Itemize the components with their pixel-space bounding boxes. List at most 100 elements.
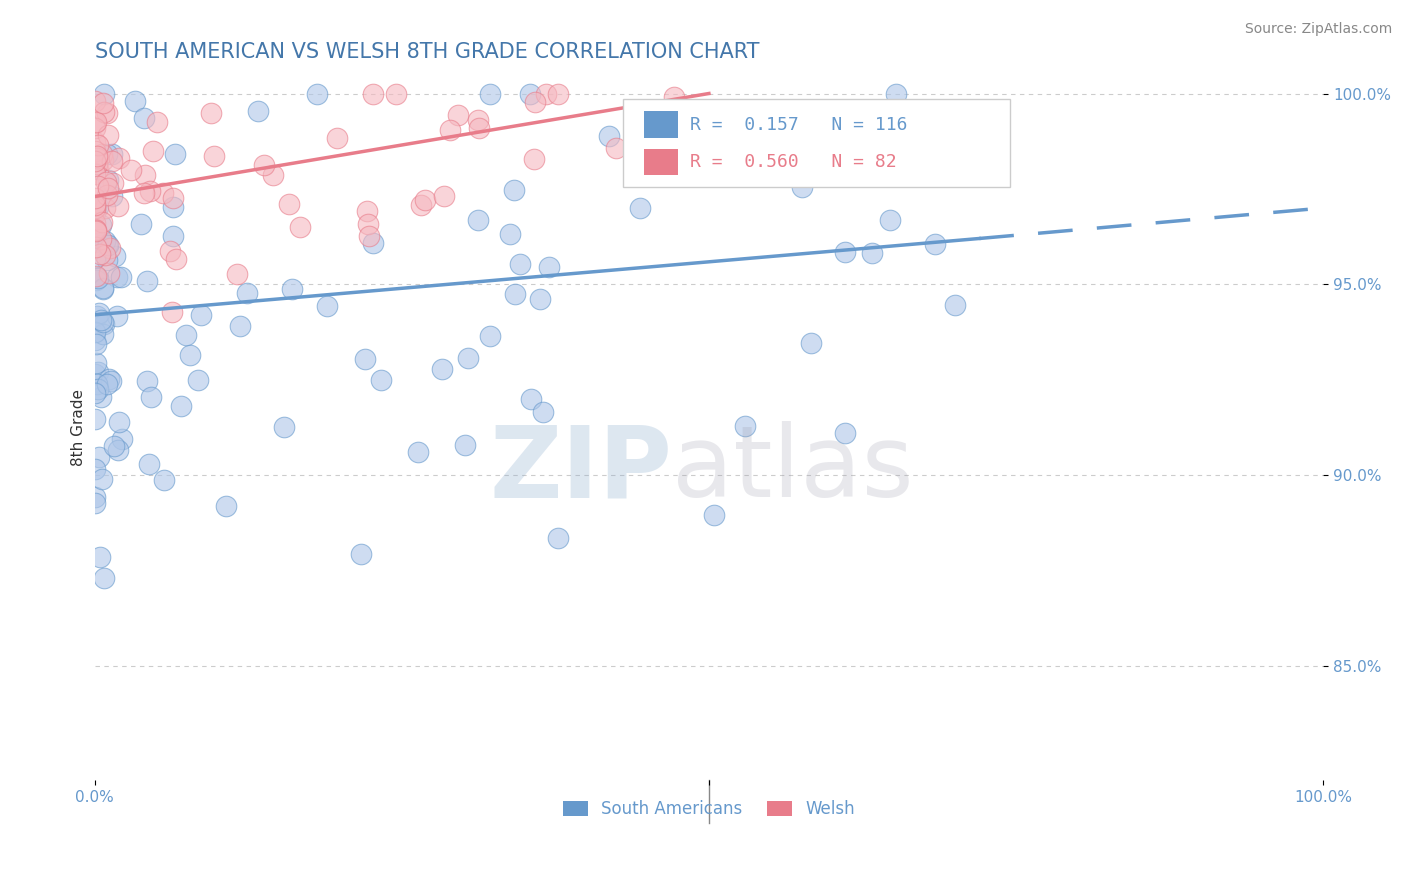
Point xyxy=(83,204,105,219)
Point xyxy=(467,113,489,128)
Point xyxy=(83,201,105,215)
Point xyxy=(84,337,107,351)
Point xyxy=(83,144,105,158)
Point xyxy=(153,473,176,487)
Point xyxy=(83,116,105,130)
Point xyxy=(83,222,105,236)
Point xyxy=(357,228,380,243)
Point xyxy=(91,315,114,329)
Point xyxy=(536,87,558,102)
Point xyxy=(430,362,453,376)
Point xyxy=(87,383,110,397)
Point xyxy=(101,146,124,161)
Point xyxy=(94,201,117,215)
Point xyxy=(350,547,373,561)
Point xyxy=(356,204,378,219)
Point xyxy=(84,411,107,425)
Point xyxy=(413,193,436,207)
Point xyxy=(103,439,125,453)
Point xyxy=(84,95,107,109)
Point xyxy=(91,326,114,341)
Point xyxy=(89,450,111,465)
Point xyxy=(84,252,107,266)
Point xyxy=(101,188,124,202)
Point xyxy=(94,175,117,189)
Point xyxy=(162,200,184,214)
Point xyxy=(457,351,479,365)
Point xyxy=(83,161,105,175)
Point xyxy=(83,135,105,149)
Point xyxy=(120,163,142,178)
Point xyxy=(439,123,461,137)
Point xyxy=(91,95,114,110)
Point xyxy=(110,270,132,285)
Point xyxy=(96,376,118,391)
Text: R =  0.560   N = 82: R = 0.560 N = 82 xyxy=(690,153,897,171)
Point xyxy=(547,531,569,545)
Point xyxy=(83,462,105,476)
Point xyxy=(86,157,108,171)
Point xyxy=(138,457,160,471)
Point xyxy=(924,237,946,252)
Point xyxy=(165,252,187,266)
Point xyxy=(200,105,222,120)
Point xyxy=(91,282,114,296)
Point xyxy=(253,158,276,172)
Point xyxy=(132,186,155,200)
Point xyxy=(187,373,209,387)
Point xyxy=(87,306,110,320)
Point xyxy=(84,356,107,370)
Point xyxy=(503,287,526,301)
Point xyxy=(90,390,112,404)
Point xyxy=(433,189,456,203)
Point xyxy=(84,240,107,254)
Point xyxy=(453,438,475,452)
Point xyxy=(101,153,124,168)
Point xyxy=(91,153,114,167)
Point xyxy=(273,420,295,434)
Point xyxy=(860,126,883,140)
Point xyxy=(86,149,108,163)
Point xyxy=(159,244,181,259)
FancyBboxPatch shape xyxy=(644,149,678,176)
Point xyxy=(91,146,114,161)
Point xyxy=(86,201,108,215)
Point xyxy=(316,299,339,313)
Point xyxy=(860,246,883,260)
Point xyxy=(93,105,115,120)
Point xyxy=(83,153,105,168)
Point xyxy=(879,213,901,227)
Point xyxy=(90,219,112,233)
Point xyxy=(86,376,108,391)
Point xyxy=(943,298,966,312)
Point xyxy=(91,215,114,229)
Point xyxy=(141,390,163,404)
Y-axis label: 8th Grade: 8th Grade xyxy=(72,389,86,466)
Point xyxy=(524,95,547,110)
Point xyxy=(146,114,169,128)
Point xyxy=(479,329,502,343)
Point xyxy=(152,186,174,200)
Point xyxy=(124,94,146,108)
Point xyxy=(800,336,823,351)
Point xyxy=(83,325,105,339)
Point xyxy=(162,229,184,244)
Point xyxy=(89,550,111,565)
Point xyxy=(96,188,118,202)
Point xyxy=(605,141,627,155)
Point xyxy=(97,181,120,195)
Point xyxy=(83,197,105,211)
Point xyxy=(163,146,186,161)
Point xyxy=(107,151,129,165)
Point xyxy=(247,103,270,118)
Point xyxy=(529,293,551,307)
Point xyxy=(703,508,725,522)
Text: Source: ZipAtlas.com: Source: ZipAtlas.com xyxy=(1244,22,1392,37)
Point xyxy=(105,310,128,324)
Point xyxy=(105,270,128,285)
Point xyxy=(305,87,328,101)
Point xyxy=(83,490,105,504)
Point xyxy=(169,399,191,413)
Point xyxy=(97,238,120,252)
Legend: South Americans, Welsh: South Americans, Welsh xyxy=(555,794,862,825)
